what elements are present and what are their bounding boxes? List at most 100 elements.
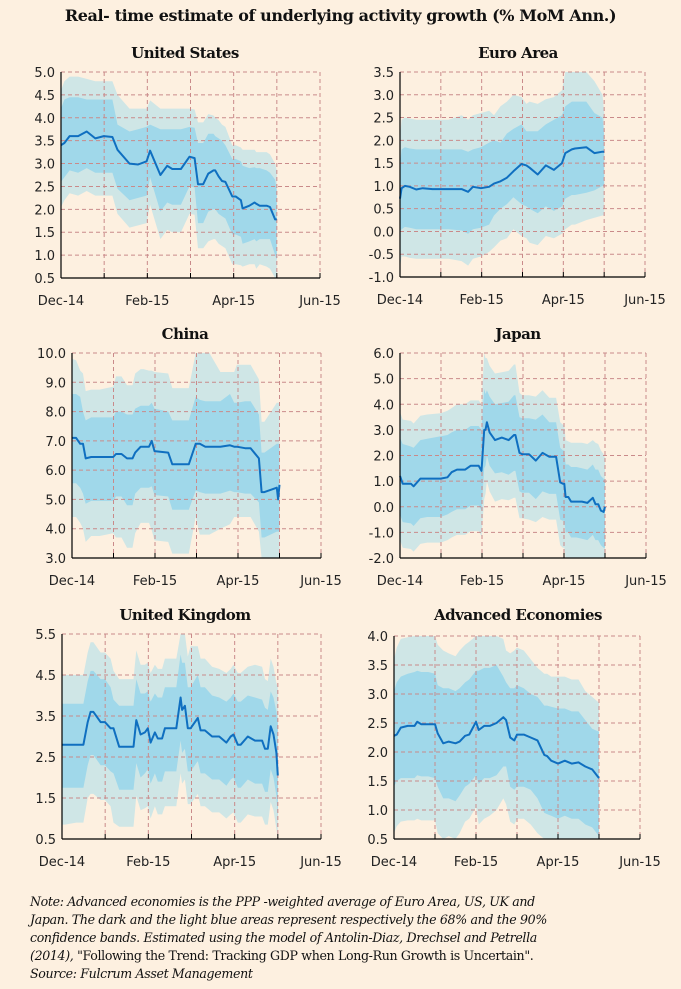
y-tick-label: -2.0 [369,552,394,567]
estimate-line-uk [62,696,279,776]
chart-panel-uk: United Kingdom 5.5 4.5 3.5 2.5 1.5 0.5 Dec-14 Fe… [35,606,341,870]
x-tick-label: Jun-15 [298,294,341,309]
x-tick-label: Feb-15 [460,574,504,589]
x-tick-label: Feb-15 [126,855,170,870]
y-tick-label: 1.5 [373,157,394,172]
chart-panel-china: China 10.0 9.0 8.0 7.0 6.0 5.0 4.0 3.0 Dec-14 Feb-… [37,325,342,589]
y-tick-label: 2.5 [373,112,394,127]
x-tick-label: Dec-14 [377,293,423,308]
footnote-line: confidence bands. Estimated using the mo… [30,930,537,945]
y-tick-label: 2.5 [34,180,55,195]
chart-title-us: United States [131,44,239,62]
y-tick-label: 1.0 [34,249,55,264]
y-tick-label: 2.0 [34,203,55,218]
x-tick-label: Apr-15 [217,574,260,589]
estimate-line-us [60,130,277,221]
y-tick-label: 6.0 [45,464,66,479]
x-tick-label: Feb-15 [133,574,177,589]
band-68-japan [400,388,605,548]
x-tick-label: Apr-15 [537,855,580,870]
x-tick-label: Apr-15 [213,855,256,870]
y-tick-label: 0.5 [367,833,388,848]
y-tick-label: 1.0 [373,475,394,490]
y-tick-label: 0.5 [35,833,56,848]
chart-title-japan: Japan [493,325,541,343]
x-tick-label: Jun-15 [624,574,667,589]
y-tick-label: 4.0 [373,398,394,413]
x-tick-label: Apr-15 [542,293,585,308]
y-tick-label: 5.0 [373,373,394,388]
x-tick-label: Dec-14 [377,574,423,589]
y-tick-label: 4.5 [35,669,56,684]
footnote-line: Japan. The dark and the light blue areas… [30,912,547,927]
x-tick-label: Apr-15 [212,294,255,309]
estimate-line-euro [399,146,605,199]
y-tick-label: 0.0 [373,225,394,240]
y-tick-label: 0.5 [373,203,394,218]
y-tick-label: 5.5 [35,628,56,643]
y-tick-label: 4.5 [34,89,55,104]
y-tick-label: 2.0 [373,450,394,465]
x-tick-label: Dec-14 [49,574,95,589]
chart-title-china: China [162,325,209,343]
y-tick-label: 8.0 [45,406,66,421]
chart-panel-us: United States 5.0 4.5 4.0 3.5 3.0 2.5 2.0 1.5 1.0… [34,44,340,309]
y-tick-label: 3.5 [367,659,388,674]
y-tick-label: 1.0 [373,180,394,195]
chart-panel-euro: Euro Area 3.5 3.0 2.5 2.0 1.5 1.0 0.5 0.0 -0.5 -1.… [369,44,666,308]
x-tick-label: Apr-15 [543,574,586,589]
band-68-uk [62,654,278,819]
band-68-china [72,394,280,538]
y-tick-label: 3.0 [34,158,55,173]
x-tick-label: Jun-15 [299,855,342,870]
y-tick-label: 3.0 [373,424,394,439]
x-tick-label: Feb-15 [454,855,498,870]
x-tick-label: Jun-15 [618,855,661,870]
y-tick-label: 6.0 [373,347,394,362]
y-tick-label: 1.5 [34,226,55,241]
chart-title-euro: Euro Area [478,44,559,62]
chart-title-ae: Advanced Economies [433,606,602,624]
band-68-ae [394,665,599,837]
y-tick-label: 1.5 [35,792,56,807]
footnote: Note: Advanced economies is the PPP -wei… [30,893,670,983]
estimate-line-japan [399,421,606,513]
y-tick-label: 5.0 [45,493,66,508]
footnote-line: Note: Advanced economies is the PPP -wei… [30,894,535,909]
chart-title-uk: United Kingdom [119,606,251,624]
footnote-year: (2014), [30,948,78,963]
footnote-source: Source: Fulcrum Asset Management [30,966,253,981]
x-tick-label: Dec-14 [38,294,84,309]
y-tick-label: 4.0 [367,630,388,645]
y-tick-label: 2.5 [35,751,56,766]
x-tick-label: Dec-14 [371,855,417,870]
y-tick-label: 1.5 [367,775,388,790]
y-tick-label: 1.0 [367,804,388,819]
y-tick-label: 4.0 [34,112,55,127]
x-tick-label: Dec-14 [39,855,85,870]
y-tick-label: 9.0 [45,376,66,391]
band-68-euro [400,101,605,234]
y-tick-label: 3.5 [35,710,56,725]
x-tick-label: Feb-15 [125,294,169,309]
y-tick-label: 3.0 [367,688,388,703]
x-tick-label: Feb-15 [460,293,504,308]
main-title: Real- time estimate of underlying activi… [64,6,617,25]
estimate-line-ae [393,716,600,779]
y-tick-label: -1.0 [369,271,394,286]
y-tick-label: 5.0 [34,66,55,81]
footnote-paper-title: "Following the Trend: Tracking GDP when … [77,948,534,963]
y-tick-label: 7.0 [45,435,66,450]
y-tick-label: -1.0 [369,526,394,541]
y-tick-label: 3.0 [45,552,66,567]
x-tick-label: Jun-15 [299,574,342,589]
y-tick-label: 3.5 [34,135,55,150]
band-68-us [61,97,277,260]
y-tick-label: 2.5 [367,717,388,732]
chart-panel-ae: Advanced Economies 4.0 3.5 3.0 2.5 2.0 1.5 1.0 0… [367,606,660,870]
y-tick-label: 0.5 [34,272,55,287]
chart-panel-japan: Japan 6.0 5.0 4.0 3.0 2.0 1.0 0.0 -1.0 -2.0 Dec-14… [369,325,667,589]
y-tick-label: 3.5 [373,66,394,81]
footnote-line: (2014), "Following the Trend: Tracking G… [30,947,670,965]
